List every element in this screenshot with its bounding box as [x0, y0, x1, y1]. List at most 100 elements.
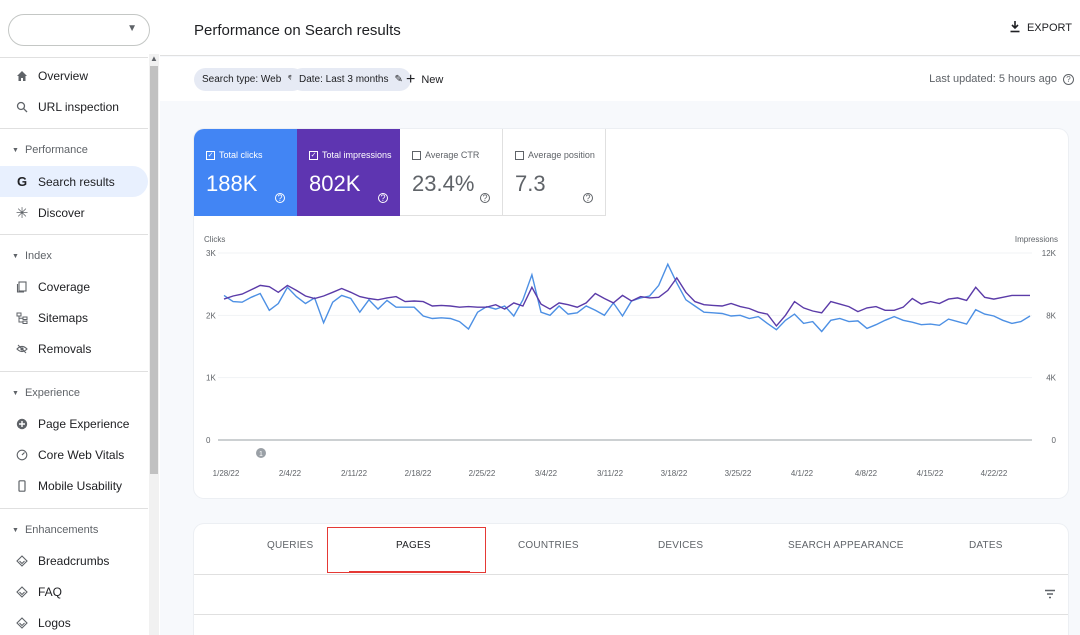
tab-highlight-box [327, 527, 486, 573]
x-tick-label: 4/8/22 [855, 469, 878, 478]
metric-value: 802K [309, 171, 361, 196]
metric-total-impressions[interactable]: ✓ Total impressions 802K ? [297, 129, 400, 216]
left-axis-label: Clicks [204, 235, 225, 244]
export-button[interactable]: EXPORT [1009, 20, 1072, 36]
property-select[interactable]: ▼ [8, 14, 150, 46]
page-header: Performance on Search results EXPORT [160, 0, 1080, 56]
section-title: Performance [24, 144, 88, 156]
section-enhancements[interactable]: ▼ Enhancements [12, 524, 98, 536]
x-tick-label: 2/11/22 [341, 469, 368, 478]
sidebar-item-search-results[interactable]: G Search results [0, 166, 148, 197]
sidebar-item-breadcrumbs[interactable]: Breadcrumbs [0, 545, 148, 576]
metric-label: Average CTR [425, 150, 480, 160]
sidebar-item-overview[interactable]: Overview [0, 60, 148, 91]
sidebar-item-removals[interactable]: Removals [0, 333, 148, 364]
sidebar-item-coverage[interactable]: Coverage [0, 271, 148, 302]
series-line-clicks[interactable] [223, 262, 1031, 333]
x-tick-label: 4/1/22 [791, 469, 814, 478]
metric-total-clicks[interactable]: ✓ Total clicks 188K ? [194, 129, 297, 216]
series-line-impressions[interactable] [223, 276, 1030, 328]
home-icon [14, 68, 30, 84]
scrollbar-thumb[interactable] [150, 66, 158, 474]
help-icon[interactable]: ? [583, 193, 593, 203]
filter-icon[interactable] [1044, 586, 1056, 602]
sidebar-item-label: Sitemaps [38, 310, 89, 325]
section-experience[interactable]: ▼ Experience [12, 387, 80, 399]
x-tick-label: 3/4/22 [535, 469, 558, 478]
help-icon[interactable]: ? [378, 193, 388, 203]
metric-average-position[interactable]: Average position 7.3 ? [503, 129, 606, 216]
download-icon [1009, 20, 1021, 36]
plus-icon: + [406, 71, 416, 88]
scroll-up-icon[interactable]: ▲ [150, 54, 158, 63]
sidebar-item-discover[interactable]: ✳ Discover [0, 197, 148, 228]
annotation-marker[interactable]: 1 [256, 448, 266, 458]
gauge-icon [14, 447, 30, 463]
active-tab-indicator [349, 571, 470, 573]
help-icon[interactable]: ? [480, 193, 490, 203]
pencil-icon: ✎ [394, 74, 403, 85]
x-tick-label: 1/28/22 [213, 469, 240, 478]
sidebar-divider [0, 57, 148, 58]
x-tick-label: 3/25/22 [725, 469, 752, 478]
tab-countries[interactable]: COUNTRIES [518, 540, 579, 551]
checkbox-unchecked-icon[interactable] [412, 150, 421, 160]
metric-label: Total impressions [322, 150, 392, 160]
tabs-divider [194, 574, 1068, 575]
x-tick-label: 4/15/22 [917, 469, 944, 478]
x-tick-label: 3/11/22 [597, 469, 624, 478]
sidebar-item-label: Overview [38, 68, 89, 83]
sidebar-item-logos[interactable]: Logos [0, 607, 148, 635]
sidebar-item-label: Logos [38, 615, 71, 630]
sidebar-item-label: Removals [38, 341, 92, 356]
help-icon[interactable]: ? [1063, 74, 1074, 85]
diamond-icon [14, 553, 30, 569]
checkbox-checked-icon[interactable]: ✓ [309, 150, 318, 160]
sidebar-item-core-web-vitals[interactable]: Core Web Vitals [0, 439, 148, 470]
filter-bar: Search type: Web ✎ Date: Last 3 months ✎… [160, 57, 1080, 101]
x-tick-label: 4/22/22 [981, 469, 1008, 478]
section-performance[interactable]: ▼ Performance [12, 144, 88, 156]
sidebar-divider [0, 128, 148, 129]
last-updated: Last updated: 5 hours ago ? [929, 73, 1074, 85]
metric-value: 188K [206, 171, 258, 196]
sidebar-item-label: Discover [38, 205, 85, 220]
x-axis-ticks: 1/28/22 2/4/22 2/11/22 2/18/22 2/25/22 3/4/22… [213, 469, 1008, 478]
sidebar-item-faq[interactable]: FAQ [0, 576, 148, 607]
last-updated-text: Last updated: 5 hours ago [929, 73, 1057, 85]
date-chip[interactable]: Date: Last 3 months ✎ [291, 68, 411, 91]
dimension-tabs-card: QUERIES PAGES COUNTRIES DEVICES SEARCH A… [194, 524, 1068, 635]
tab-search-appearance[interactable]: SEARCH APPEARANCE [788, 540, 904, 551]
triangle-down-icon: ▼ [12, 389, 19, 397]
metric-average-ctr[interactable]: Average CTR 23.4% ? [400, 129, 503, 216]
checkbox-unchecked-icon[interactable] [515, 150, 524, 160]
search-type-chip[interactable]: Search type: Web ✎ [194, 68, 304, 91]
right-tick-label: 12K [1042, 249, 1057, 258]
tab-queries[interactable]: QUERIES [267, 540, 314, 551]
file-copy-icon [14, 279, 30, 295]
x-tick-label: 2/25/22 [469, 469, 496, 478]
help-icon[interactable]: ? [275, 193, 285, 203]
checkbox-checked-icon[interactable]: ✓ [206, 150, 215, 160]
tab-devices[interactable]: DEVICES [658, 540, 704, 551]
triangle-down-icon: ▼ [12, 252, 19, 260]
chart-series [223, 262, 1031, 333]
section-title: Experience [24, 387, 80, 399]
sidebar-item-mobile-usability[interactable]: Mobile Usability [0, 470, 148, 501]
google-g-icon: G [16, 174, 28, 189]
tab-dates[interactable]: DATES [969, 540, 1003, 551]
sidebar-item-page-experience[interactable]: Page Experience [0, 408, 148, 439]
section-index[interactable]: ▼ Index [12, 250, 52, 262]
sidebar-divider [0, 508, 148, 509]
sidebar-item-url-inspection[interactable]: URL inspection [0, 91, 148, 122]
sidebar-item-sitemaps[interactable]: Sitemaps [0, 302, 148, 333]
sidebar-item-label: Breadcrumbs [38, 553, 110, 568]
tab-pages[interactable]: PAGES [396, 540, 431, 551]
right-tick-label: 0 [1052, 436, 1057, 445]
new-filter-button[interactable]: + New [406, 71, 443, 89]
performance-chart[interactable]: Clicks Impressions 0 0 1K 4K 2K 8K 3K 12K 1/28/… [194, 229, 1068, 489]
chart-grid: 0 0 1K 4K 2K 8K 3K 12K [206, 249, 1057, 445]
phone-icon [14, 478, 30, 494]
sidebar: ▼ Overview URL inspection ▼ Performance … [0, 0, 160, 635]
sidebar-scrollbar[interactable]: ▲ [149, 54, 159, 635]
